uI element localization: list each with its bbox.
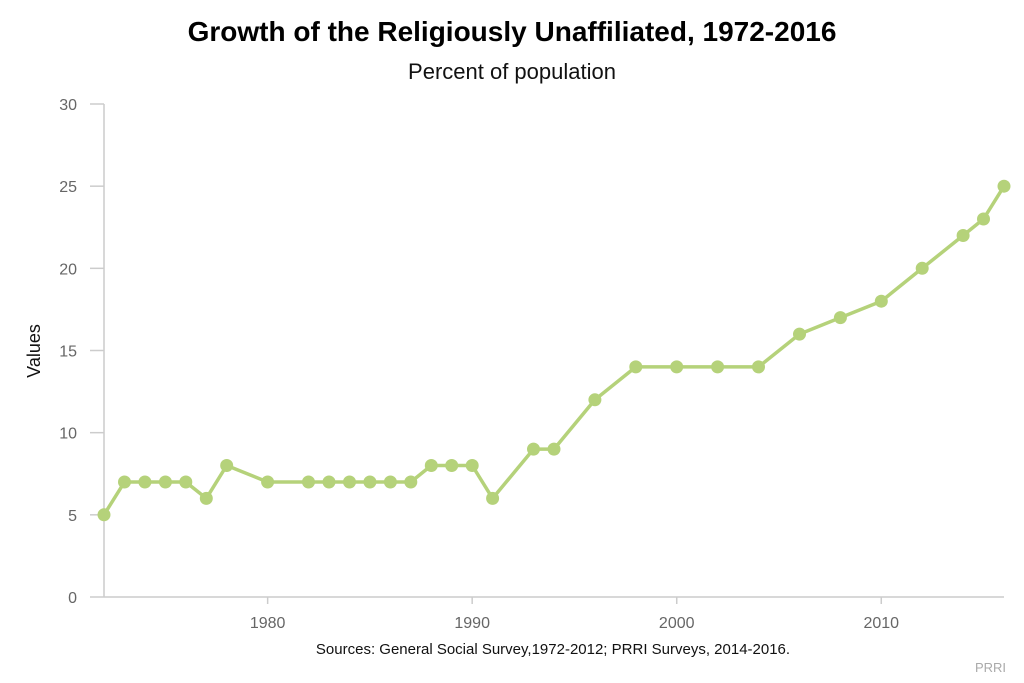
data-point-2015	[977, 212, 990, 226]
y-axis-label: Values	[24, 324, 44, 378]
chart-subtitle: Percent of population	[408, 59, 616, 84]
x-tick-label: 2000	[659, 615, 695, 632]
data-point-1982	[302, 475, 315, 489]
data-point-1986	[383, 475, 397, 489]
data-point-1975	[158, 475, 172, 489]
prri-credit: PRRI	[975, 660, 1006, 675]
data-point-1980	[261, 475, 275, 489]
y-axis: 0 5 10 15 20 25 30	[59, 97, 105, 607]
data-point-1972	[97, 508, 111, 522]
data-point-1976	[179, 475, 193, 489]
y-tick-label: 0	[68, 590, 77, 607]
x-tick-label: 1980	[250, 615, 286, 632]
data-point-1998	[629, 360, 643, 374]
data-point-2008	[833, 311, 847, 325]
data-point-1985	[363, 475, 377, 489]
chart-title: Growth of the Religiously Unaffiliated, …	[188, 16, 837, 47]
y-tick-label: 30	[59, 97, 77, 114]
data-point-1984	[343, 475, 356, 489]
data-point-1987	[404, 475, 418, 489]
data-point-2012	[915, 261, 929, 275]
data-point-2006	[793, 327, 806, 341]
data-point-2000	[670, 360, 684, 374]
y-tick-label: 15	[59, 344, 77, 361]
data-point-1996	[588, 393, 602, 407]
y-tick-label: 10	[59, 426, 77, 443]
sources-note: Sources: General Social Survey,1972-2012…	[316, 641, 790, 658]
series-line	[102, 184, 1006, 517]
data-point-1989	[445, 459, 459, 472]
y-tick-label: 25	[59, 179, 77, 196]
data-point-2002	[711, 360, 725, 374]
data-point-1990	[465, 459, 479, 472]
data-point-1993	[527, 442, 540, 456]
y-tick-label: 20	[59, 261, 77, 278]
y-tick-label: 5	[68, 508, 77, 525]
series-layer	[97, 179, 1011, 522]
data-point-1991	[486, 491, 500, 505]
data-point-1977	[199, 491, 213, 505]
x-tick-label: 1990	[454, 615, 490, 632]
data-point-1978	[220, 459, 234, 472]
x-tick-label: 2010	[863, 615, 899, 632]
data-point-2016	[997, 179, 1011, 193]
data-point-1988	[424, 459, 438, 472]
data-point-2004	[752, 360, 765, 374]
data-point-1994	[547, 442, 561, 456]
x-axis: 1980 1990 2000 2010	[104, 596, 1004, 632]
data-point-2014	[956, 229, 970, 242]
data-point-1974	[138, 475, 152, 489]
data-point-1973	[118, 475, 131, 489]
data-point-2010	[874, 294, 888, 308]
data-point-1983	[322, 475, 336, 489]
